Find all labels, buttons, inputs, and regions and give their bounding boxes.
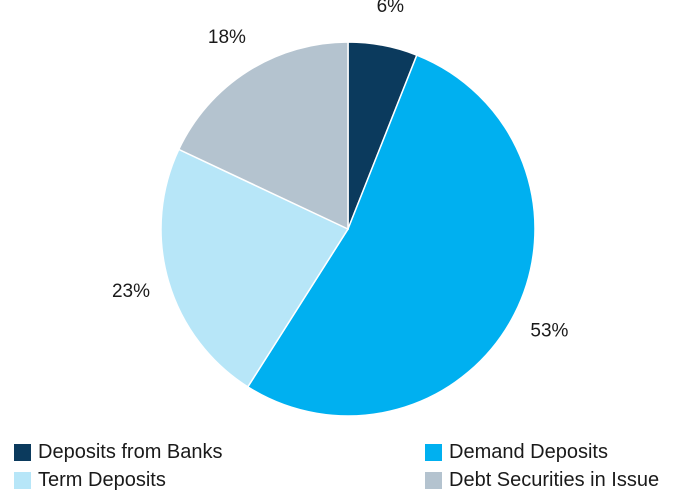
slice-label-deposits-from-banks: 6% xyxy=(377,0,405,17)
pie-slices xyxy=(160,41,536,417)
pie-slice-term-deposits xyxy=(160,148,350,388)
slice-label-demand-deposits: 53% xyxy=(530,321,568,342)
slice-label-debt-securities-in-issue: 18% xyxy=(208,27,246,48)
slice-labels: 6% 53% 23% 18% xyxy=(112,0,569,342)
slice-label-term-deposits: 23% xyxy=(112,281,150,302)
pie-slice-demand-deposits xyxy=(246,54,536,417)
pie-slice-debt-securities-in-issue xyxy=(177,41,349,231)
